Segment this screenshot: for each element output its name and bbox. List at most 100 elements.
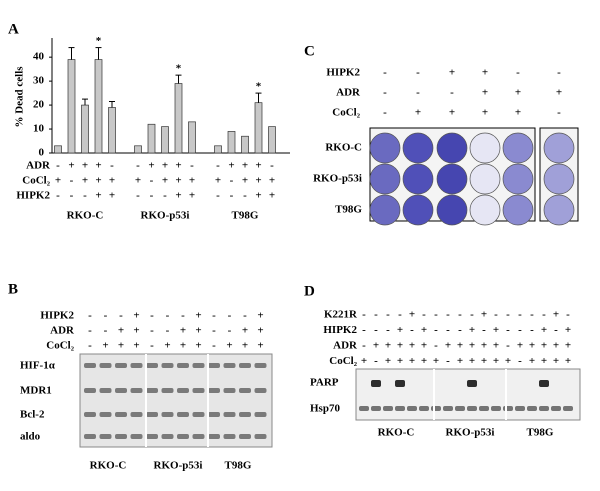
condition-symbol: - [434,309,438,321]
condition-symbol: + [175,190,181,202]
significance-mark: * [96,35,102,47]
well [543,194,575,226]
condition-symbol: + [493,324,499,336]
condition-symbol: + [409,309,415,321]
condition-symbol: + [415,107,421,119]
band [239,434,251,439]
condition-symbol: + [82,160,88,172]
error-bar [255,92,262,103]
bar [94,59,103,154]
condition-symbol: + [242,325,248,337]
condition-symbol: + [228,160,234,172]
condition-symbol: + [493,340,499,352]
band [192,434,205,439]
condition-symbol: - [398,309,402,321]
condition-symbol: + [133,340,139,352]
condition-symbol: + [195,325,201,337]
bar [134,145,142,154]
band [208,388,220,393]
condition-symbol: - [434,324,438,336]
condition-symbol: + [162,160,168,172]
band [431,406,441,411]
band [115,363,127,368]
condition-label: CoCl₂ [329,355,357,367]
blot-label: PARP [310,377,339,389]
error-bar [68,47,75,60]
condition-symbol: + [515,87,521,99]
condition-symbol: - [446,309,450,321]
condition-label: CoCl₂ [22,175,50,187]
condition-label: ADR [50,325,75,337]
condition-symbol: - [530,309,534,321]
condition-symbol: + [68,160,74,172]
condition-symbol: + [469,340,475,352]
condition-symbol: - [506,340,510,352]
condition-symbol: + [529,355,535,367]
condition-symbol: - [243,190,247,202]
y-tick-label: 40 [33,51,45,63]
condition-symbol: + [457,355,463,367]
condition-symbol: + [215,175,221,187]
blot-frame [79,353,273,448]
band [254,363,267,368]
condition-symbol: - [150,325,154,337]
condition-symbol: - [228,325,232,337]
condition-symbol: + [361,355,367,367]
condition-symbol: + [421,340,427,352]
condition-symbol: - [458,309,462,321]
condition-symbol: + [397,324,403,336]
band [467,406,477,411]
condition-symbol: - [88,325,92,337]
condition-symbol: - [150,310,154,322]
band [84,412,96,417]
condition-symbol: - [56,160,60,172]
band [223,434,236,439]
condition-symbol: - [386,309,390,321]
condition-symbol: + [269,190,275,202]
band [208,363,220,368]
error-bar [109,100,115,108]
condition-symbol: + [257,310,263,322]
band [99,434,112,439]
condition-symbol: + [469,324,475,336]
condition-symbol: - [482,324,486,336]
condition-symbol: + [457,340,463,352]
well [436,163,468,195]
condition-symbol: + [102,340,108,352]
condition-symbol: + [242,175,248,187]
condition-symbol: - [181,310,185,322]
band [395,380,405,387]
error-bar [175,74,182,84]
band [383,406,393,411]
condition-symbol: - [104,310,108,322]
row-label: T98G [335,204,362,216]
band [239,412,251,417]
band [223,363,236,368]
condition-symbol: + [133,310,139,322]
condition-symbol: - [518,355,522,367]
band [130,434,143,439]
bar [214,145,222,154]
condition-symbol: - [228,310,232,322]
condition-symbol: - [383,87,387,99]
condition-symbol: + [175,175,181,187]
band [130,412,143,417]
condition-symbol: + [482,67,488,79]
error-bar [95,47,102,60]
bar [147,123,156,154]
band [146,434,158,439]
condition-symbol: - [542,309,546,321]
row-label: RKO-C [325,142,362,154]
condition-symbol: - [56,190,60,202]
condition-symbol: - [362,340,366,352]
condition-symbol: + [433,355,439,367]
condition-symbol: - [410,324,414,336]
condition-symbol: - [446,355,450,367]
condition-symbol: + [189,190,195,202]
condition-symbol: + [541,340,547,352]
band [503,406,513,411]
condition-symbol: - [516,67,520,79]
condition-symbol: - [104,325,108,337]
condition-label: HIPK2 [16,190,50,202]
